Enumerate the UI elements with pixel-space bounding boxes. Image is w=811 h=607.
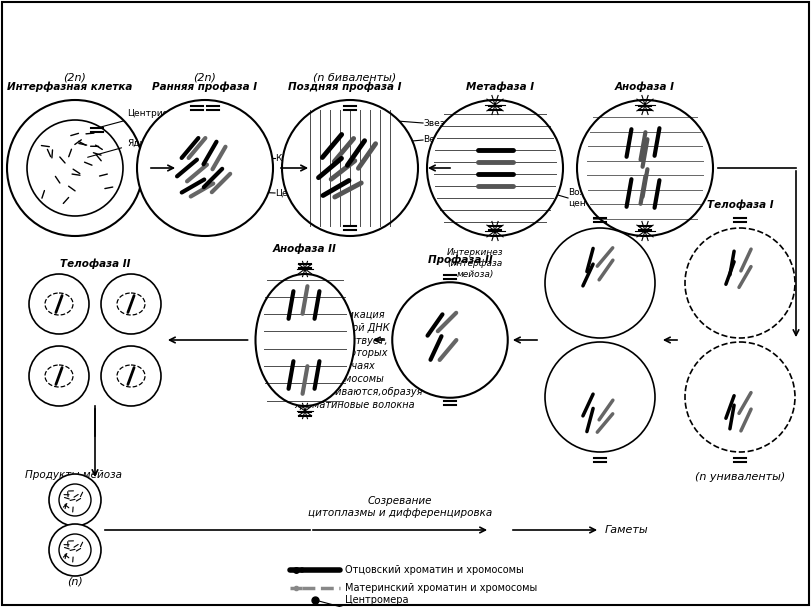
Ellipse shape bbox=[117, 365, 145, 387]
Text: Ранняя профаза I: Ранняя профаза I bbox=[152, 81, 258, 92]
Text: Веретено: Веретено bbox=[423, 135, 469, 144]
Ellipse shape bbox=[117, 293, 145, 315]
Text: Интеркинез
(интерфаза
мейоза): Интеркинез (интерфаза мейоза) bbox=[447, 248, 504, 279]
Text: Центромера: Центромера bbox=[345, 595, 409, 605]
Circle shape bbox=[685, 342, 795, 452]
Text: Центромера: Центромера bbox=[275, 189, 334, 197]
Circle shape bbox=[282, 100, 418, 236]
Text: Центриоли: Центриоли bbox=[100, 109, 180, 127]
Circle shape bbox=[29, 346, 89, 406]
Text: Метафаза I: Метафаза I bbox=[466, 81, 534, 92]
Circle shape bbox=[59, 484, 91, 516]
Circle shape bbox=[545, 342, 655, 452]
Text: Интерфазная клетка: Интерфазная клетка bbox=[7, 81, 133, 92]
Text: Поздняя профаза I: Поздняя профаза I bbox=[288, 81, 401, 92]
Text: (2n): (2n) bbox=[63, 73, 87, 83]
Text: (n биваленты): (n биваленты) bbox=[313, 73, 397, 83]
Text: Профаза II: Профаза II bbox=[427, 254, 492, 265]
Circle shape bbox=[101, 274, 161, 334]
Text: Звезда: Звезда bbox=[423, 118, 457, 127]
Circle shape bbox=[49, 474, 101, 526]
Text: Ядро: Ядро bbox=[88, 138, 151, 157]
Text: Гаметы: Гаметы bbox=[605, 525, 649, 535]
Circle shape bbox=[29, 274, 89, 334]
Ellipse shape bbox=[255, 274, 354, 406]
Circle shape bbox=[59, 534, 91, 566]
Text: Волокна
центромеры: Волокна центромеры bbox=[568, 188, 628, 208]
Circle shape bbox=[101, 346, 161, 406]
Circle shape bbox=[577, 100, 713, 236]
Ellipse shape bbox=[45, 365, 73, 387]
Text: Репликация
ядерной ДНК
отсутствует,
в некоторых
случаях
хромосомы
разворачиваютс: Репликация ядерной ДНК отсутствует, в не… bbox=[288, 310, 423, 410]
Text: Телофаза II: Телофаза II bbox=[60, 259, 131, 269]
Circle shape bbox=[27, 120, 123, 216]
Circle shape bbox=[7, 100, 143, 236]
Text: (2n): (2n) bbox=[194, 73, 217, 83]
Text: Созревание
цитоплазмы и дифференцировка: Созревание цитоплазмы и дифференцировка bbox=[308, 497, 492, 518]
Text: (n): (n) bbox=[67, 577, 83, 587]
Circle shape bbox=[685, 228, 795, 338]
Text: Анофаза I: Анофаза I bbox=[615, 81, 675, 92]
Circle shape bbox=[137, 100, 273, 236]
Ellipse shape bbox=[45, 293, 73, 315]
Text: (n униваленты): (n униваленты) bbox=[695, 472, 785, 482]
Text: Материнский хроматин и хромосомы: Материнский хроматин и хромосомы bbox=[345, 583, 537, 593]
Circle shape bbox=[427, 100, 563, 236]
Circle shape bbox=[393, 282, 508, 398]
Text: Отцовский хроматин и хромосомы: Отцовский хроматин и хромосомы bbox=[345, 565, 524, 575]
Circle shape bbox=[545, 228, 655, 338]
Text: Телофаза I: Телофаза I bbox=[706, 200, 774, 210]
Text: Конъюгация: Конъюгация bbox=[275, 154, 335, 163]
Circle shape bbox=[49, 524, 101, 576]
Text: Анофаза II: Анофаза II bbox=[273, 243, 337, 254]
Text: Продукты мейоза: Продукты мейоза bbox=[25, 470, 122, 480]
